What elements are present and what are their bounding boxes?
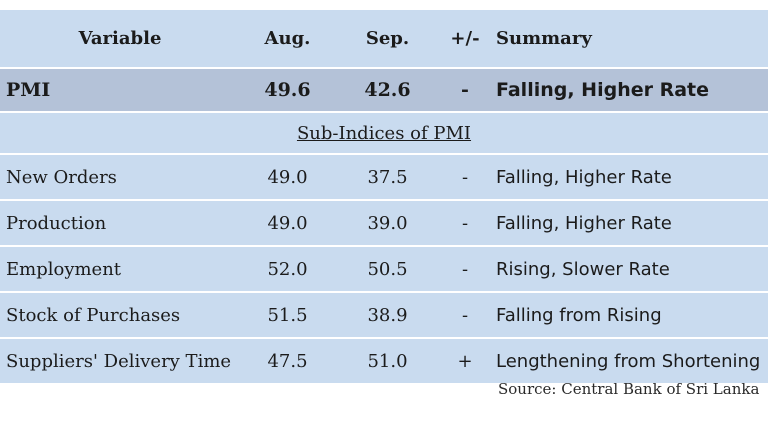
pmi-summary: Falling, Higher Rate bbox=[496, 79, 710, 101]
row-summary: Falling, Higher Rate bbox=[496, 212, 672, 234]
row-change: + bbox=[457, 350, 473, 372]
pmi-table-container: Variable Aug. Sep. +/- Summary PMI 49.6 … bbox=[0, 10, 768, 385]
row-sep: 51.0 bbox=[367, 350, 408, 372]
row-variable: Suppliers' Delivery Time bbox=[6, 350, 232, 372]
pmi-sep: 42.6 bbox=[364, 79, 411, 101]
row-sep: 39.0 bbox=[367, 212, 408, 234]
row-change: - bbox=[461, 166, 469, 188]
row-aug: 51.5 bbox=[267, 304, 308, 326]
header-summary: Summary bbox=[496, 28, 592, 49]
row-summary: Falling, Higher Rate bbox=[496, 166, 672, 188]
sub-indices-row: Sub-Indices of PMI bbox=[0, 112, 768, 154]
header-aug: Aug. bbox=[264, 28, 311, 49]
pmi-row: PMI 49.6 42.6 - Falling, Higher Rate bbox=[0, 68, 768, 112]
header-variable: Variable bbox=[78, 28, 162, 49]
table-row: Stock of Purchases 51.5 38.9 - Falling f… bbox=[0, 292, 768, 338]
row-aug: 47.5 bbox=[267, 350, 308, 372]
table-row: Employment 52.0 50.5 - Rising, Slower Ra… bbox=[0, 246, 768, 292]
row-summary: Lengthening from Shortening bbox=[496, 350, 761, 372]
row-aug: 49.0 bbox=[267, 166, 308, 188]
row-sep: 38.9 bbox=[367, 304, 408, 326]
row-summary: Rising, Slower Rate bbox=[496, 258, 670, 280]
row-aug: 49.0 bbox=[267, 212, 308, 234]
table-header-row: Variable Aug. Sep. +/- Summary bbox=[0, 10, 768, 68]
pmi-change: - bbox=[461, 79, 469, 101]
table-row: New Orders 49.0 37.5 - Falling, Higher R… bbox=[0, 154, 768, 200]
pmi-aug: 49.6 bbox=[264, 79, 311, 101]
row-change: - bbox=[461, 212, 469, 234]
row-sep: 37.5 bbox=[367, 166, 408, 188]
row-change: - bbox=[461, 258, 469, 280]
row-aug: 52.0 bbox=[267, 258, 308, 280]
row-change: - bbox=[461, 304, 469, 326]
row-variable: New Orders bbox=[6, 166, 117, 188]
row-summary: Falling from Rising bbox=[496, 304, 662, 326]
row-sep: 50.5 bbox=[367, 258, 408, 280]
header-change: +/- bbox=[450, 28, 480, 49]
row-variable: Employment bbox=[6, 258, 122, 280]
row-variable: Stock of Purchases bbox=[6, 304, 181, 326]
sub-indices-title: Sub-Indices of PMI bbox=[296, 122, 472, 144]
table-row: Suppliers' Delivery Time 47.5 51.0 + Len… bbox=[0, 338, 768, 384]
row-variable: Production bbox=[6, 212, 107, 234]
source-note: Source: Central Bank of Sri Lanka bbox=[498, 380, 760, 398]
pmi-variable: PMI bbox=[6, 79, 51, 101]
header-sep: Sep. bbox=[365, 28, 410, 49]
table-row: Production 49.0 39.0 - Falling, Higher R… bbox=[0, 200, 768, 246]
pmi-table: Variable Aug. Sep. +/- Summary PMI 49.6 … bbox=[0, 10, 768, 385]
